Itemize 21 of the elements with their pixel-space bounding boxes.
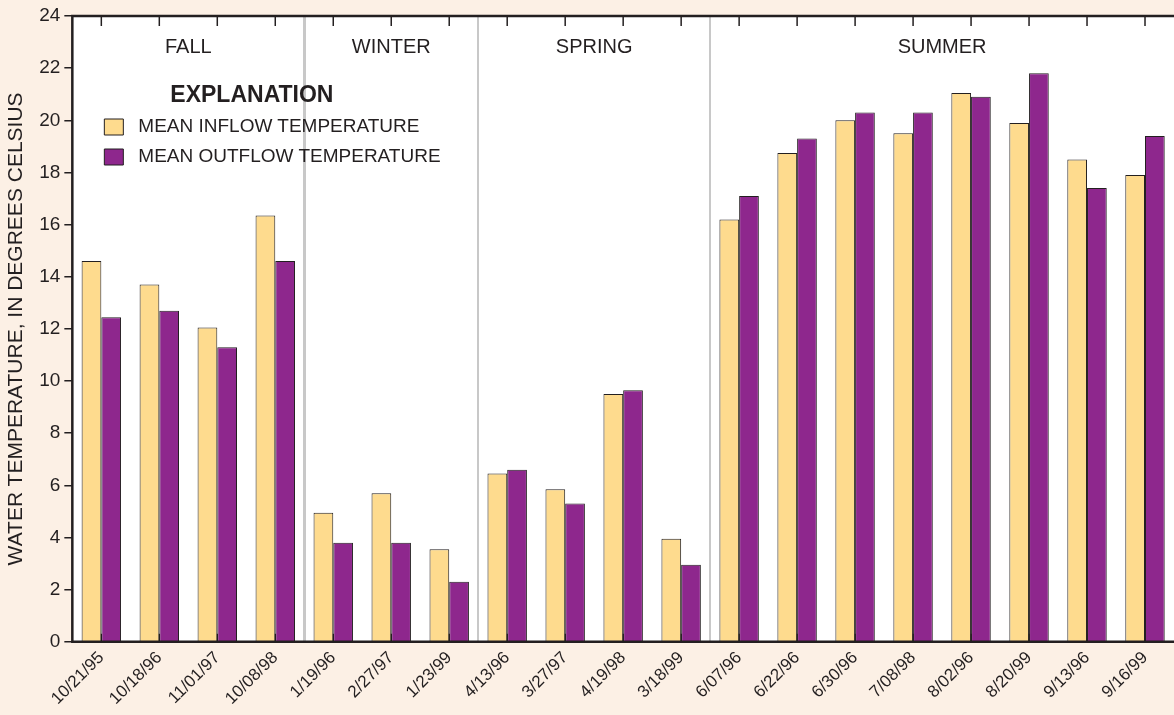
y-axis-title: WATER TEMPERATURE, IN DEGREES CELSIUS <box>3 92 27 566</box>
y-tick-label: 14 <box>39 264 61 286</box>
y-tick-label: 20 <box>39 108 61 130</box>
y-tick-label: 4 <box>49 525 61 547</box>
y-tick-label: 0 <box>49 630 61 652</box>
y-tick-label: 18 <box>39 160 61 182</box>
annotation: FALL <box>164 34 212 57</box>
legend-title: EXPLANATION <box>170 81 334 108</box>
y-tick-label: 22 <box>39 56 61 78</box>
legend-label: MEAN OUTFLOW TEMPERATURE <box>138 145 441 167</box>
y-tick-label: 10 <box>39 369 61 391</box>
y-tick-label: 16 <box>39 212 61 234</box>
y-tick-label: 6 <box>49 473 61 495</box>
y-tick-label: 24 <box>39 4 61 26</box>
y-tick-label: 12 <box>39 317 61 339</box>
legend-label: MEAN INFLOW TEMPERATURE <box>138 115 420 137</box>
annotation: SUMMER <box>897 34 987 57</box>
annotation: SPRING <box>555 34 633 57</box>
y-tick-label: 8 <box>49 421 61 443</box>
annotation: WINTER <box>351 34 431 57</box>
y-tick-label: 2 <box>49 577 61 599</box>
